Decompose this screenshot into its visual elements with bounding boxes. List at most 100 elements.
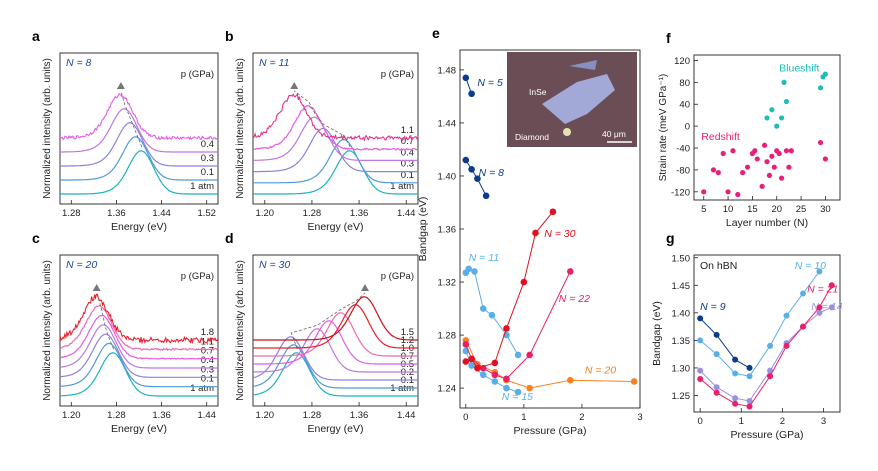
x-tick-label: 1.44 <box>152 208 171 219</box>
panel-e: e 0 1 2 3 Pressure (GPa) 1.24 1.28 1.32 1.36 1.40 1… <box>417 25 643 437</box>
data-point <box>488 311 496 319</box>
x-tick-label: 1.20 <box>256 208 275 219</box>
data-point <box>816 304 823 311</box>
spectrum-line <box>59 324 218 369</box>
x-tick-label: 1.44 <box>397 410 416 421</box>
spectrum-line <box>60 150 218 195</box>
y-axis-label: Strain rate (meV GPa⁻¹) <box>658 74 669 182</box>
data-point <box>462 358 470 365</box>
spectrum-line <box>253 150 418 195</box>
data-point <box>697 367 704 374</box>
inset-label-inse: InSe <box>529 87 547 97</box>
panel-c: c 1.20 1.28 1.36 1.44 Energy (eV) Normalized i… <box>32 230 219 435</box>
pressure-label: 0.7 <box>201 346 214 357</box>
series-label: N = 8 <box>479 167 505 179</box>
data-point <box>503 375 510 383</box>
data-point <box>746 364 753 371</box>
data-point <box>767 373 774 380</box>
data-point <box>479 305 487 312</box>
data-point <box>526 351 533 359</box>
diamond-spot <box>563 128 571 136</box>
data-point <box>771 164 777 170</box>
x-tick-label: 1.36 <box>107 208 126 219</box>
y-tick-label: 1.32 <box>438 278 457 289</box>
pressure-header: p (GPa) <box>181 69 214 80</box>
spectrum-line <box>253 296 418 341</box>
peak-marker-triangle <box>92 284 101 291</box>
blueshift-label: Blueshift <box>779 62 819 74</box>
x-tick-label: 25 <box>796 204 807 215</box>
data-point <box>567 376 574 384</box>
data-point <box>462 74 470 82</box>
y-axis-label: Normalized intensity (arb. units) <box>42 58 53 199</box>
y-tick-label: 1.45 <box>672 281 691 292</box>
data-point <box>713 331 720 338</box>
data-point <box>767 367 774 374</box>
pressure-label: 0.4 <box>401 147 414 158</box>
x-axis-label: Layer number (N) <box>726 217 808 229</box>
data-point <box>503 384 510 392</box>
pressure-label: 0.4 <box>201 355 214 366</box>
series-label: N = 22 <box>559 293 590 305</box>
data-point <box>740 170 746 176</box>
x-tick-label: 1.44 <box>397 208 416 219</box>
pressure-label: 1.5 <box>401 327 414 338</box>
redshift-label: Redshift <box>701 131 740 143</box>
peak-trend-line <box>294 90 351 148</box>
data-point <box>720 150 726 157</box>
series-label: N = 10 <box>795 260 826 272</box>
pressure-label: 0.1 <box>201 374 214 385</box>
data-point <box>732 400 739 407</box>
data-point <box>697 315 704 322</box>
data-point <box>520 278 528 286</box>
data-point <box>630 378 638 385</box>
panel-label: d <box>225 230 234 246</box>
pressure-label: 1.8 <box>201 327 214 338</box>
data-point <box>774 123 780 129</box>
series-label: N = 9 <box>700 301 726 313</box>
layer-number-label: N = 20 <box>66 259 97 271</box>
data-point <box>816 309 823 316</box>
y-tick-label: 1.35 <box>672 336 691 347</box>
spectrum-line <box>60 136 218 181</box>
data-point <box>491 359 499 367</box>
x-axis-label: Energy (eV) <box>307 423 363 435</box>
x-tick-label: 1.28 <box>62 208 81 219</box>
spectrum-line <box>59 342 218 388</box>
spectrum-line <box>60 314 219 360</box>
axes-frame <box>59 254 219 407</box>
data-point <box>828 304 835 311</box>
axes-frame <box>693 254 841 413</box>
x-tick-label: 1.20 <box>256 410 275 421</box>
spectrum-line <box>60 122 218 167</box>
spectrum-line <box>252 344 418 389</box>
pressure-header: p (GPa) <box>181 271 214 282</box>
data-point <box>746 373 753 380</box>
data-point <box>468 90 475 98</box>
x-tick-label: 3 <box>637 412 642 423</box>
data-point <box>746 403 753 410</box>
x-tick-label: 1 <box>739 416 744 427</box>
inset-label-diamond: Diamond <box>515 132 549 142</box>
pressure-label: 0.1 <box>401 170 414 181</box>
data-point <box>779 115 785 121</box>
panel-label: e <box>432 25 440 41</box>
data-point <box>761 142 768 148</box>
spectrum-line <box>252 352 418 397</box>
x-tick-label: 1.36 <box>350 410 369 421</box>
spectrum-line <box>253 116 418 161</box>
y-axis-label: Bandgap (eV) <box>651 301 663 366</box>
data-point <box>766 172 773 178</box>
data-point <box>730 148 736 154</box>
x-tick-label: 15 <box>747 204 758 215</box>
spectrum-line <box>59 304 219 352</box>
series-line <box>465 159 487 197</box>
pressure-label: 0.3 <box>201 364 214 375</box>
x-tick-label: 2 <box>579 412 584 423</box>
y-tick-label: 1.40 <box>438 171 457 182</box>
y-tick-label: 1.44 <box>438 118 457 129</box>
x-tick-label: 1.36 <box>152 410 171 421</box>
data-point <box>786 164 792 170</box>
data-point <box>710 167 717 173</box>
panel-g: g 0 1 2 3 Pressure (GPa) 1.25 1.30 1.35 1.40 1.45 1… <box>651 230 843 441</box>
